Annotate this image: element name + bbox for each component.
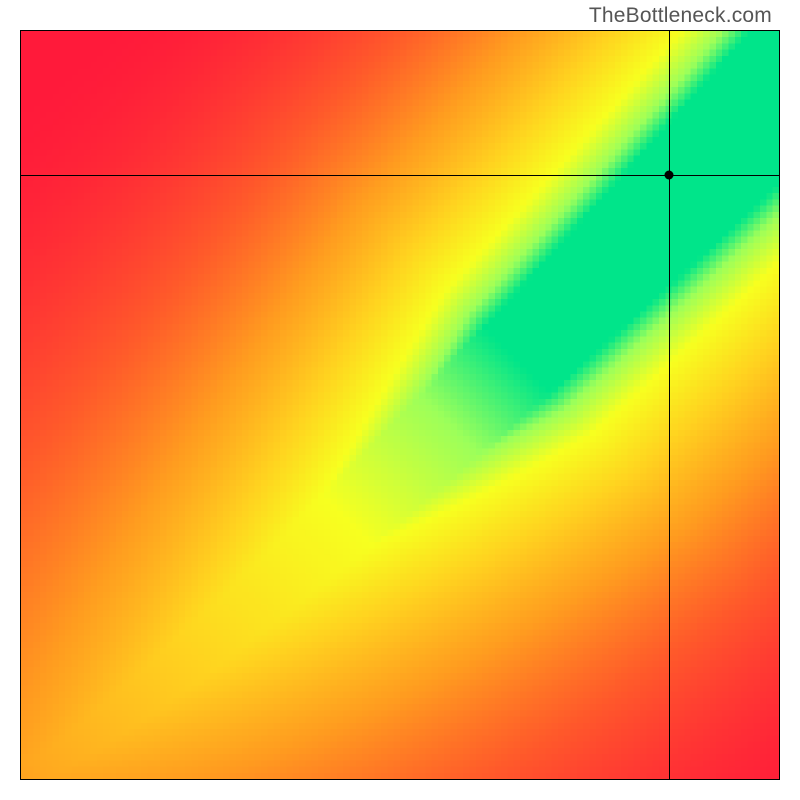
crosshair-vertical bbox=[669, 31, 670, 779]
crosshair-marker bbox=[665, 170, 674, 179]
watermark-text: TheBottleneck.com bbox=[589, 4, 772, 28]
plot-frame bbox=[20, 30, 780, 780]
chart-container: TheBottleneck.com bbox=[0, 0, 800, 800]
bottleneck-heatmap bbox=[21, 31, 779, 779]
